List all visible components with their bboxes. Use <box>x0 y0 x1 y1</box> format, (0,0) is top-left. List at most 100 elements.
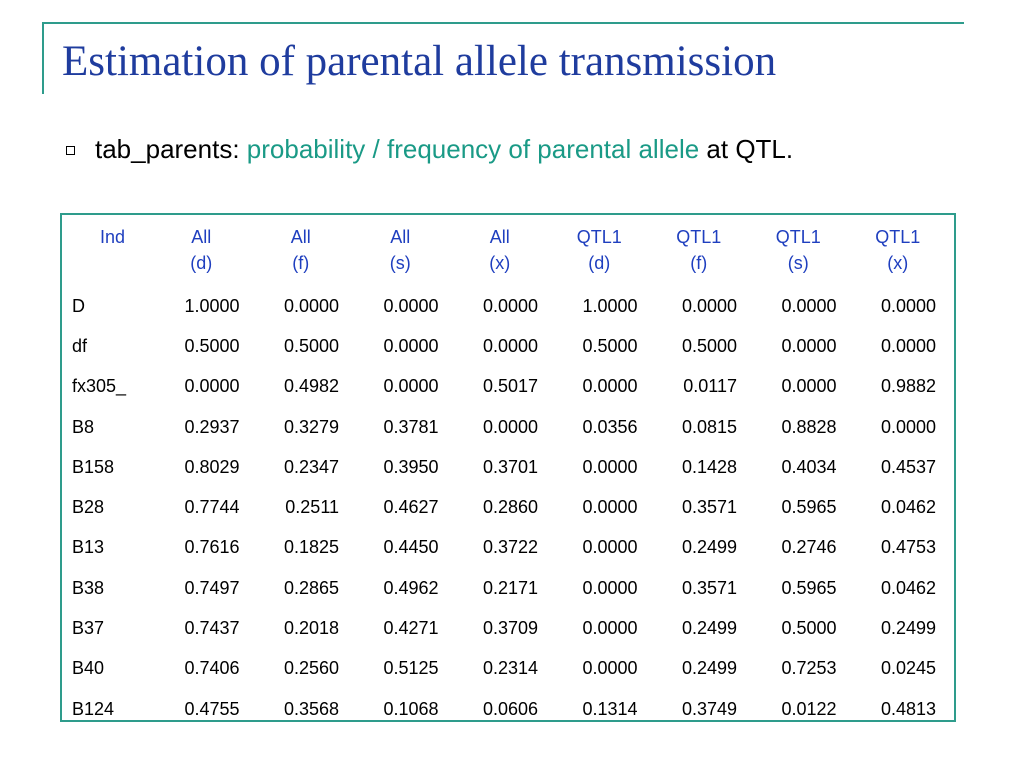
value-cell: 0.0000 <box>582 456 638 477</box>
slide-title: Estimation of parental allele transmissi… <box>62 38 777 85</box>
value-cell: 0.9882 <box>880 376 936 397</box>
value-cell: 0.3781 <box>383 416 439 437</box>
row-label-cell: df <box>72 335 88 356</box>
row-label-cell: D <box>72 295 85 316</box>
header-cell: QTL1 (d) <box>576 227 622 273</box>
table-row: B124 0.4755 0.3568 0.1068 0.0606 0.1314 0.3749… <box>62 689 954 729</box>
value-cell: 0.0606 <box>482 698 538 719</box>
table-row: B28 0.7744 0.2511 0.4627 0.2860 0.0000 0.3571 0… <box>62 487 954 527</box>
value-cell: 0.5000 <box>582 335 638 356</box>
value-cell: 0.1314 <box>582 698 638 719</box>
value-cell: 0.4271 <box>383 618 439 639</box>
table-body: D 1.0000 0.0000 0.0000 0.0000 1.0000 0.0000 0.0… <box>62 286 954 729</box>
value-cell: 0.0000 <box>184 376 240 397</box>
table-header-row: Ind All (d) All (f) All (s) All (x) QTL1 (d) … <box>62 215 954 286</box>
value-cell: 0.3749 <box>681 698 737 719</box>
value-cell: 0.3279 <box>283 416 339 437</box>
table-row: D 1.0000 0.0000 0.0000 0.0000 1.0000 0.0000 0.0… <box>62 286 954 326</box>
bullet-tail: at QTL. <box>706 134 794 164</box>
value-cell: 0.1825 <box>283 537 339 558</box>
value-cell: 0.0815 <box>681 416 737 437</box>
header-cell: All (x) <box>489 227 511 273</box>
bullet-label: tab_parents: <box>95 134 240 164</box>
value-cell: 0.2860 <box>482 497 538 518</box>
value-cell: 0.8828 <box>781 416 837 437</box>
value-cell: 0.0000 <box>283 295 339 316</box>
parents-table-box: Ind All (d) All (f) All (s) All (x) QTL1 (d) … <box>60 213 956 722</box>
value-cell: 0.0000 <box>582 658 638 679</box>
header-cell: QTL1 (f) <box>676 227 722 273</box>
value-cell: 0.0000 <box>482 416 538 437</box>
value-cell: 0.0000 <box>482 295 538 316</box>
value-cell: 0.7437 <box>184 618 240 639</box>
value-cell: 0.8029 <box>184 456 240 477</box>
value-cell: 0.7744 <box>184 497 240 518</box>
value-cell: 0.4034 <box>781 456 837 477</box>
value-cell: 0.2499 <box>681 537 737 558</box>
value-cell: 0.3571 <box>681 577 737 598</box>
header-cell: QTL1 (s) <box>775 227 821 273</box>
row-label-cell: fx305_ <box>72 376 127 397</box>
value-cell: 0.4962 <box>383 577 439 598</box>
value-cell: 0.0462 <box>880 577 936 598</box>
value-cell: 0.2499 <box>880 618 936 639</box>
header-cell: QTL1 (x) <box>875 227 921 273</box>
value-cell: 0.0356 <box>582 416 638 437</box>
parents-table: Ind All (d) All (f) All (s) All (x) QTL1 (d) … <box>62 215 954 729</box>
value-cell: 0.3709 <box>482 618 538 639</box>
value-cell: 0.0000 <box>681 295 737 316</box>
table-row: B13 0.7616 0.1825 0.4450 0.3722 0.0000 0.2499 0… <box>62 528 954 568</box>
row-label-cell: B38 <box>72 577 105 598</box>
value-cell: 0.2511 <box>285 497 339 518</box>
header-cell: All (f) <box>290 227 311 273</box>
value-cell: 0.0000 <box>383 376 439 397</box>
value-cell: 0.0000 <box>781 295 837 316</box>
value-cell: 0.4450 <box>383 537 439 558</box>
value-cell: 0.7497 <box>184 577 240 598</box>
value-cell: 0.0000 <box>383 295 439 316</box>
bullet-highlight: probability / frequency of parental alle… <box>246 134 700 164</box>
value-cell: 0.3950 <box>383 456 439 477</box>
value-cell: 0.1428 <box>681 456 737 477</box>
table-row: df 0.5000 0.5000 0.0000 0.0000 0.5000 0.5000 0.… <box>62 326 954 366</box>
value-cell: 0.0000 <box>880 295 936 316</box>
bullet-item: tab_parents: probability / frequency of … <box>66 134 793 165</box>
title-frame-left-line <box>42 22 44 94</box>
table-row: B8 0.2937 0.3279 0.3781 0.0000 0.0356 0.0815 0.… <box>62 407 954 447</box>
header-cell: Ind <box>100 227 126 247</box>
row-label-cell: B40 <box>72 658 105 679</box>
title-frame-top-line <box>42 22 964 24</box>
row-label-cell: B37 <box>72 618 105 639</box>
table-row: fx305_ 0.0000 0.4982 0.0000 0.5017 0.0000 0.01… <box>62 367 954 407</box>
value-cell: 0.7616 <box>184 537 240 558</box>
value-cell: 0.2499 <box>681 658 737 679</box>
value-cell: 0.2560 <box>283 658 339 679</box>
value-cell: 0.0000 <box>582 618 638 639</box>
value-cell: 0.3571 <box>681 497 737 518</box>
table-row: B40 0.7406 0.2560 0.5125 0.2314 0.0000 0.2499 0… <box>62 649 954 689</box>
value-cell: 0.4537 <box>880 456 936 477</box>
value-cell: 0.3701 <box>482 456 538 477</box>
row-label-cell: B13 <box>72 537 105 558</box>
value-cell: 0.7253 <box>781 658 837 679</box>
value-cell: 0.4982 <box>283 376 339 397</box>
table-row: B37 0.7437 0.2018 0.4271 0.3709 0.0000 0.2499 0… <box>62 608 954 648</box>
value-cell: 0.1068 <box>383 698 439 719</box>
value-cell: 0.0000 <box>880 335 936 356</box>
value-cell: 0.2314 <box>482 658 538 679</box>
value-cell: 0.4627 <box>383 497 439 518</box>
value-cell: 0.0000 <box>582 537 638 558</box>
value-cell: 0.3722 <box>482 537 538 558</box>
row-label-cell: B124 <box>72 698 115 719</box>
row-label-cell: B8 <box>72 416 95 437</box>
value-cell: 0.4753 <box>880 537 936 558</box>
value-cell: 0.2171 <box>482 577 538 598</box>
header-cell: All (d) <box>190 227 213 273</box>
value-cell: 1.0000 <box>582 295 638 316</box>
value-cell: 0.7406 <box>184 658 240 679</box>
square-bullet-icon <box>66 146 75 155</box>
value-cell: 0.0122 <box>781 698 837 719</box>
value-cell: 0.5000 <box>184 335 240 356</box>
value-cell: 0.0117 <box>683 376 737 397</box>
value-cell: 0.0000 <box>383 335 439 356</box>
